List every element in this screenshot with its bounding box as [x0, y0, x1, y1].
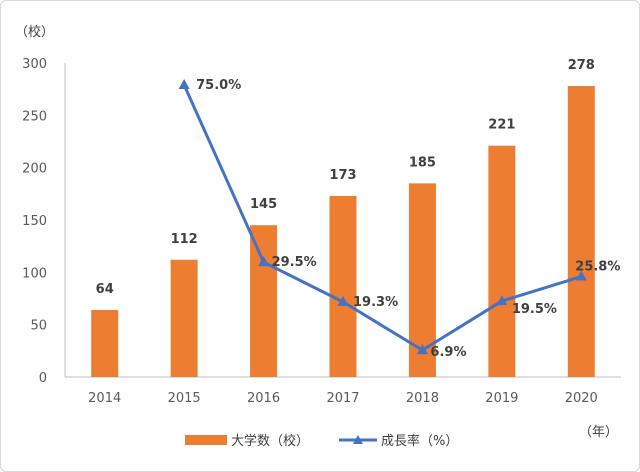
bar-value-label: 221: [488, 118, 515, 133]
x-axis-unit-label: （年）: [579, 425, 618, 440]
line-data-labels: 75.0% 29.5% 19.3% 6.9% 19.5% 25.8%: [196, 78, 620, 360]
x-tick-label: 2015: [168, 391, 201, 406]
bar: [567, 86, 595, 377]
y-tick-label: 250: [22, 109, 47, 124]
bar: [329, 195, 357, 377]
bar: [170, 259, 198, 377]
y-tick-label: 300: [22, 57, 47, 72]
legend-label-line: 成長率（%）: [381, 433, 458, 449]
line-value-label: 25.8%: [575, 260, 620, 275]
bar-series: [91, 86, 595, 377]
y-tick-label: 0: [39, 371, 47, 386]
line-value-label: 19.3%: [353, 295, 398, 310]
x-tick-label: 2016: [247, 391, 280, 406]
line-point-triangle-marker: [337, 295, 349, 306]
legend: 大学数（校） 成長率（%）: [185, 433, 458, 449]
x-tick-label: 2017: [326, 391, 359, 406]
y-axis-unit-label: （校）: [15, 24, 54, 40]
x-tick-label: 2014: [88, 391, 121, 406]
growth-rate-line: [182, 84, 582, 352]
line-value-label: 75.0%: [196, 78, 241, 93]
line-series: [178, 78, 587, 355]
y-axis-ticks: 0 50 100 150 200 250 300: [22, 57, 47, 386]
bar: [91, 310, 119, 377]
bar: [488, 145, 516, 377]
line-value-label: 29.5%: [272, 255, 317, 270]
line-point-triangle-marker: [416, 344, 428, 355]
line-value-label: 6.9%: [430, 345, 466, 360]
bar-value-label: 112: [171, 232, 198, 247]
legend-swatch-bar: [185, 435, 227, 445]
legend-label-bar: 大学数（校）: [231, 433, 309, 449]
line-value-label: 19.5%: [512, 302, 557, 317]
bar-value-label: 173: [329, 168, 356, 183]
line-point-triangle-marker: [178, 78, 190, 89]
bar-value-label: 64: [96, 282, 114, 297]
line-point-triangle-marker: [496, 295, 508, 306]
bar-value-label: 145: [250, 197, 277, 212]
x-tick-label: 2019: [485, 391, 518, 406]
bar: [250, 225, 278, 377]
bar-data-labels: 64 112 145 173 185 221 278: [96, 58, 595, 297]
x-tick-label: 2018: [406, 391, 439, 406]
bar-value-label: 278: [568, 58, 595, 73]
y-tick-label: 200: [22, 162, 47, 177]
x-axis-ticks: 2014 2015 2016 2017 2018 2019 2020: [88, 391, 598, 406]
x-tick-label: 2020: [565, 391, 598, 406]
line-point-triangle-marker: [575, 270, 587, 281]
y-tick-label: 100: [22, 266, 47, 281]
line-point-triangle-marker: [258, 256, 270, 267]
bar-value-label: 185: [409, 155, 436, 170]
y-tick-label: 50: [30, 319, 47, 334]
legend-swatch-triangle-icon: [353, 435, 363, 444]
y-tick-label: 150: [22, 214, 47, 229]
